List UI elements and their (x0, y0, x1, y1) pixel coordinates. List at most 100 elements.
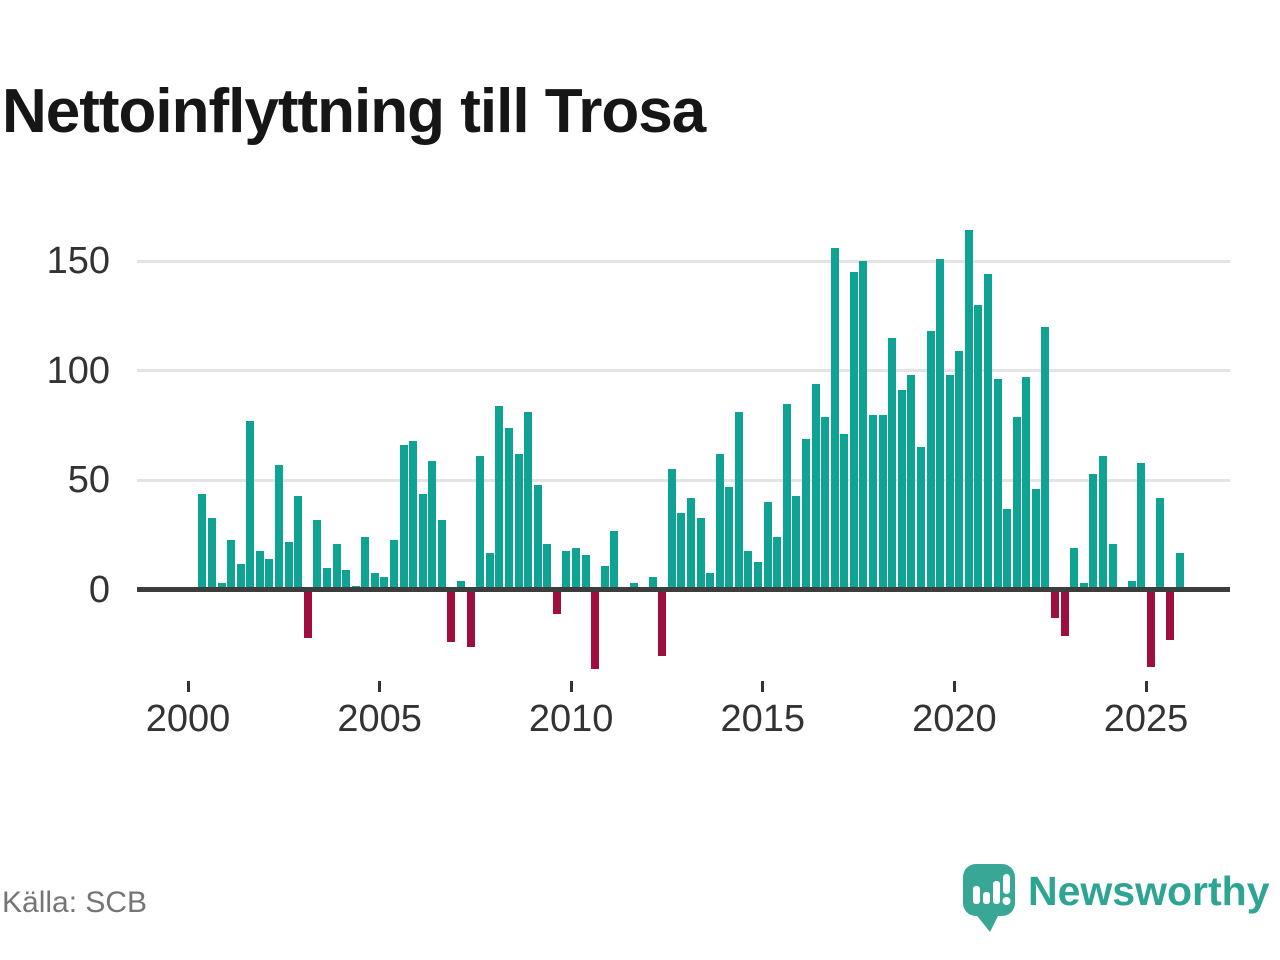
bar-2014Q1 (725, 486, 734, 590)
bar-2006Q2 (428, 460, 437, 590)
bar-2000Q3 (207, 517, 216, 590)
bar-2008Q1 (495, 405, 504, 590)
gridline-y50 (137, 478, 1230, 482)
bar-2003Q4 (332, 543, 341, 590)
x-axis-tick-2005 (378, 681, 382, 692)
gridline-y150 (137, 259, 1230, 263)
bar-2017Q2 (849, 272, 858, 590)
bar-2013Q3 (706, 572, 715, 590)
bar-2005Q2 (390, 539, 398, 590)
newsworthy-wordmark: Newsworthy (1028, 868, 1270, 914)
bar-2009Q2 (543, 543, 552, 590)
bar-2025Q4 (1175, 552, 1184, 590)
bar-2017Q1 (840, 434, 849, 590)
bar-2014Q3 (744, 550, 753, 590)
bar-2004Q1 (342, 570, 351, 590)
x-axis-tick-2015 (761, 681, 765, 692)
x-axis-tick-2000 (186, 681, 190, 692)
bar-2022Q3 (1051, 592, 1059, 619)
bar-2002Q3 (284, 541, 293, 590)
x-axis-tick-2025 (1144, 681, 1148, 692)
x-axis-line (137, 587, 1230, 592)
x-axis-label-2000: 2000 (145, 698, 231, 740)
bar-2019Q4 (945, 375, 954, 590)
bar-2005Q3 (399, 445, 408, 590)
x-axis-label-2015: 2015 (720, 698, 806, 740)
bar-2006Q3 (437, 519, 446, 590)
bar-2020Q3 (974, 304, 983, 590)
bar-2018Q1 (878, 414, 887, 590)
bar-2013Q1 (687, 497, 695, 590)
bar-2014Q2 (734, 412, 743, 590)
x-axis-tick-2010 (569, 681, 573, 692)
x-axis-label-2010: 2010 (528, 698, 614, 740)
bar-2006Q4 (447, 592, 456, 643)
bar-2002Q2 (275, 465, 283, 590)
bar-2021Q4 (1022, 377, 1031, 590)
bar-2008Q4 (524, 412, 533, 590)
bar-2010Q3 (591, 592, 600, 669)
bar-2011Q3 (629, 583, 638, 590)
bar-2006Q1 (418, 493, 427, 590)
bar-2023Q3 (1089, 473, 1098, 590)
bar-2010Q4 (600, 565, 609, 590)
y-axis-label-50: 50 (67, 459, 110, 502)
bar-2019Q1 (916, 447, 925, 590)
bar-2003Q3 (322, 568, 331, 590)
bar-2013Q2 (696, 517, 705, 590)
bar-2009Q1 (533, 484, 542, 590)
bar-2010Q2 (581, 554, 590, 590)
bar-2019Q3 (936, 258, 944, 590)
bar-2022Q1 (1031, 489, 1040, 590)
bar-2014Q4 (754, 561, 762, 590)
bar-2010Q1 (572, 548, 580, 590)
bar-2007Q4 (485, 552, 494, 590)
bar-2022Q4 (1060, 592, 1069, 636)
bar-2007Q1 (457, 581, 465, 590)
bar-2025Q2 (1156, 497, 1165, 590)
bar-2018Q2 (888, 337, 897, 590)
bar-2000Q2 (198, 493, 207, 590)
bar-2023Q4 (1098, 456, 1107, 590)
bar-2016Q1 (801, 438, 810, 590)
bar-2020Q4 (983, 274, 992, 590)
bar-2021Q3 (1012, 416, 1021, 590)
bar-2004Q3 (361, 537, 370, 590)
bar-2009Q3 (552, 592, 561, 614)
y-axis-label-100: 100 (46, 349, 110, 392)
bar-2024Q1 (1108, 543, 1117, 590)
bar-2015Q4 (792, 495, 801, 590)
bar-2019Q2 (926, 331, 935, 590)
bar-2016Q3 (821, 416, 830, 590)
source-note: Källa: SCB (2, 886, 148, 919)
bar-2018Q4 (907, 375, 916, 590)
bar-2015Q1 (763, 502, 772, 590)
bar-2023Q2 (1079, 583, 1088, 590)
bar-2008Q3 (514, 454, 523, 590)
bar-2001Q3 (246, 421, 255, 590)
bar-2020Q1 (955, 350, 964, 590)
bar-2007Q2 (466, 592, 475, 647)
bar-2012Q2 (658, 592, 667, 656)
bar-2025Q1 (1146, 592, 1155, 667)
x-axis-label-2025: 2025 (1103, 698, 1189, 740)
bar-2012Q4 (677, 513, 686, 590)
x-axis-tick-2020 (952, 681, 956, 692)
bar-2021Q1 (993, 379, 1002, 590)
bar-2024Q4 (1137, 462, 1146, 590)
bar-2003Q2 (313, 519, 322, 590)
y-axis-label-0: 0 (88, 569, 110, 611)
x-axis-label-2020: 2020 (912, 698, 997, 740)
speech-bubble-icon (963, 864, 1015, 932)
bar-2022Q2 (1041, 326, 1050, 590)
bar-2001Q4 (255, 550, 264, 590)
bar-2005Q4 (409, 440, 418, 590)
bar-2018Q3 (897, 390, 906, 590)
bar-2015Q2 (773, 537, 782, 590)
bar-2009Q4 (562, 550, 571, 590)
bar-2012Q1 (648, 576, 657, 590)
bar-2025Q3 (1166, 592, 1174, 641)
bar-2000Q4 (217, 583, 226, 590)
y-axis-label-150: 150 (46, 240, 110, 282)
chart-title: Nettoinflyttning till Trosa (2, 76, 706, 146)
